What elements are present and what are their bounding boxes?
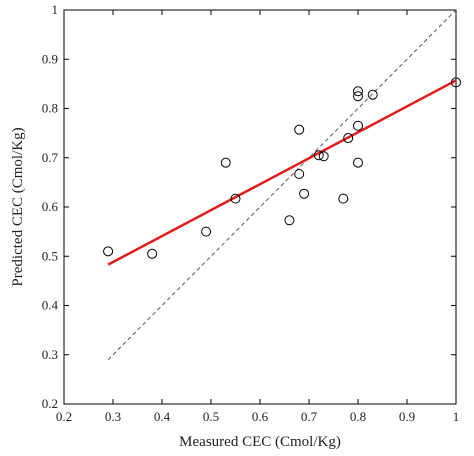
data-point bbox=[451, 77, 461, 88]
x-tick-label: 0.9 bbox=[399, 409, 415, 424]
chart-lines bbox=[107, 9, 457, 361]
data-point bbox=[343, 133, 354, 144]
y-tick-label: 0.8 bbox=[42, 101, 58, 116]
y-tick-label: 1 bbox=[52, 2, 59, 17]
y-tick-label: 0.6 bbox=[42, 199, 59, 214]
data-point bbox=[294, 169, 305, 180]
x-tick-label: 0.2 bbox=[56, 409, 72, 424]
y-tick-label: 0.2 bbox=[42, 396, 58, 411]
data-point bbox=[367, 89, 378, 100]
data-point bbox=[220, 157, 231, 168]
data-point bbox=[318, 151, 329, 162]
data-point bbox=[353, 157, 363, 168]
data-point bbox=[103, 246, 114, 257]
data-point bbox=[353, 91, 363, 102]
x-tick-label: 0.8 bbox=[350, 409, 366, 424]
identity-reference-line bbox=[107, 9, 457, 361]
y-tick-label: 0.7 bbox=[42, 150, 59, 165]
axis-tick-labels: 0.2 0.3 0.4 0.5 0.6 0.7 0.8 0.9 1 0.2 0.3 0.4 0.5 0.6… bbox=[42, 2, 460, 424]
x-tick-label: 0.4 bbox=[154, 409, 171, 424]
y-tick-label: 0.5 bbox=[42, 248, 58, 263]
data-point bbox=[147, 248, 158, 259]
data-point bbox=[338, 193, 349, 204]
x-tick-label: 0.3 bbox=[105, 409, 121, 424]
y-tick-label: 0.4 bbox=[42, 298, 59, 313]
data-point bbox=[353, 120, 363, 131]
y-tick-label: 0.3 bbox=[42, 347, 58, 362]
x-axis-title: Measured CEC (Cmol/Kg) bbox=[179, 434, 341, 450]
data-point bbox=[201, 226, 212, 237]
x-tick-label: 0.6 bbox=[252, 409, 269, 424]
regression-fit-line bbox=[107, 79, 457, 266]
data-points bbox=[103, 77, 461, 259]
data-point bbox=[299, 188, 310, 199]
data-point bbox=[284, 215, 295, 226]
data-point bbox=[353, 86, 363, 97]
y-axis-title: Predicted CEC (Cmol/Kg) bbox=[10, 127, 26, 286]
data-point bbox=[230, 193, 241, 204]
data-point bbox=[313, 150, 324, 161]
x-tick-label: 0.5 bbox=[203, 409, 219, 424]
x-tick-label: 0.7 bbox=[301, 409, 318, 424]
data-point bbox=[294, 124, 305, 135]
x-tick-label: 1 bbox=[453, 409, 460, 424]
axis-ticks bbox=[63, 9, 457, 405]
y-tick-label: 0.9 bbox=[42, 51, 58, 66]
